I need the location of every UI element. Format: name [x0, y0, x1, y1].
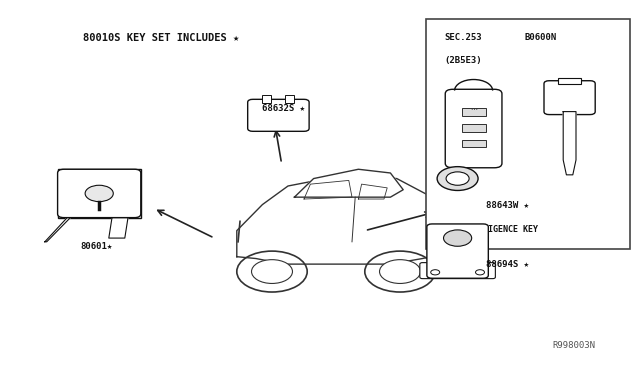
Text: R998003N: R998003N — [552, 341, 595, 350]
Bar — [461, 124, 486, 132]
FancyBboxPatch shape — [544, 81, 595, 115]
Bar — [461, 140, 486, 148]
Circle shape — [252, 260, 292, 283]
Circle shape — [85, 185, 113, 202]
Circle shape — [446, 172, 469, 185]
Text: (2B5E3): (2B5E3) — [445, 56, 483, 65]
Bar — [285, 95, 294, 103]
Bar — [461, 108, 486, 116]
Text: 80601★: 80601★ — [80, 242, 112, 251]
FancyBboxPatch shape — [58, 169, 141, 218]
Polygon shape — [109, 218, 128, 238]
FancyBboxPatch shape — [445, 89, 502, 168]
Polygon shape — [45, 218, 70, 242]
Bar — [426, 19, 630, 249]
FancyBboxPatch shape — [248, 99, 309, 131]
Circle shape — [431, 270, 440, 275]
FancyBboxPatch shape — [427, 224, 488, 278]
Polygon shape — [237, 175, 448, 264]
Circle shape — [237, 251, 307, 292]
Circle shape — [476, 270, 484, 275]
Polygon shape — [294, 169, 403, 197]
Text: SEC.253: SEC.253 — [445, 33, 483, 42]
Text: 80010S KEY SET INCLUDES ★: 80010S KEY SET INCLUDES ★ — [83, 33, 239, 44]
Text: …: … — [470, 105, 477, 111]
Text: FOR INTELLIGENCE KEY: FOR INTELLIGENCE KEY — [438, 225, 538, 234]
Circle shape — [380, 260, 420, 283]
Circle shape — [365, 251, 435, 292]
Text: B0600N: B0600N — [525, 33, 557, 42]
Circle shape — [437, 167, 478, 190]
FancyBboxPatch shape — [420, 263, 495, 279]
Circle shape — [444, 230, 472, 246]
Text: 88643W ★: 88643W ★ — [486, 201, 529, 210]
Bar — [262, 95, 271, 103]
Text: 88694S ★: 88694S ★ — [486, 260, 529, 269]
Text: 68632S ★: 68632S ★ — [262, 104, 305, 113]
Polygon shape — [563, 112, 576, 175]
Bar — [558, 78, 581, 84]
